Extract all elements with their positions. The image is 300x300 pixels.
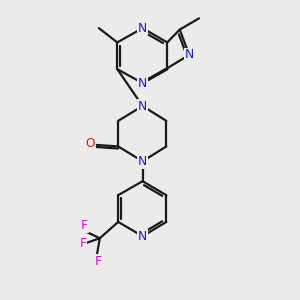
Text: N: N — [138, 22, 147, 34]
Text: N: N — [138, 155, 147, 168]
Text: N: N — [184, 48, 194, 62]
Text: F: F — [79, 237, 86, 250]
Text: F: F — [81, 219, 88, 232]
Text: O: O — [85, 137, 95, 150]
Text: N: N — [138, 100, 147, 112]
Text: N: N — [138, 230, 147, 243]
Text: N: N — [138, 76, 147, 90]
Text: F: F — [95, 255, 102, 268]
